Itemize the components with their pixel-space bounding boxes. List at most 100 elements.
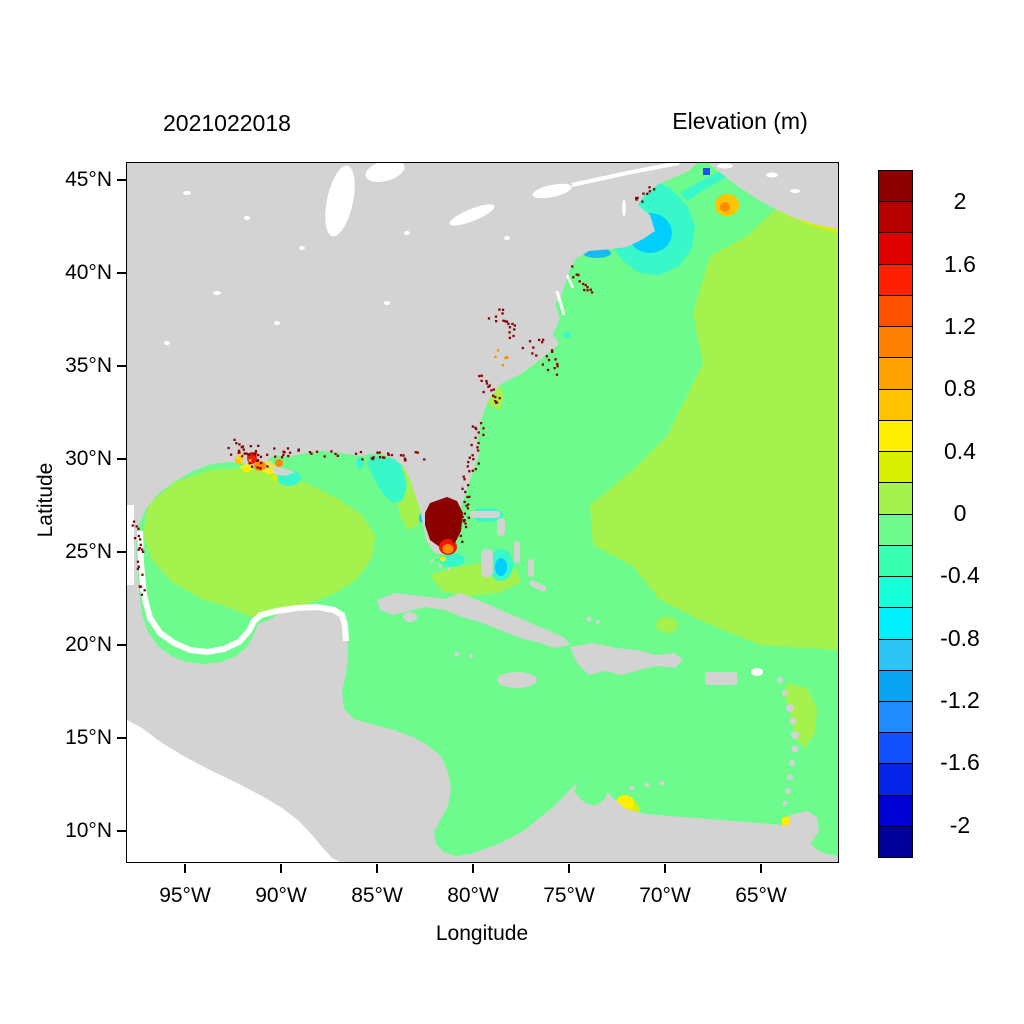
flood-speckle — [297, 448, 300, 451]
flood-speckle — [239, 466, 242, 469]
hotspot-louisiana-yellowgreen — [272, 475, 278, 481]
flood-speckle — [141, 573, 144, 576]
flood-speckle — [635, 196, 638, 200]
colorbar-segment — [879, 326, 912, 358]
y-tick-label: 30°N — [65, 447, 112, 470]
st-lawrence-river — [571, 163, 680, 187]
flood-speckle — [372, 456, 375, 459]
flood-speckle — [137, 565, 140, 568]
flood-speckle — [641, 200, 644, 203]
colorbar-segment — [879, 171, 912, 202]
flood-speckle — [259, 461, 263, 465]
flood-speckle — [477, 462, 480, 465]
flood-speckle — [477, 431, 480, 434]
colorbar-segment — [879, 482, 912, 514]
x-tick-mark — [184, 864, 186, 873]
colorbar-tick-label: 1.2 — [944, 312, 976, 339]
flood-speckle — [136, 560, 140, 563]
flood-speckle — [471, 425, 474, 428]
flood-speckle — [494, 355, 497, 359]
y-tick-mark — [117, 458, 126, 460]
y-tick-mark — [117, 551, 126, 553]
flood-speckle — [247, 453, 250, 456]
flood-speckle — [266, 465, 269, 468]
flood-speckle — [461, 515, 464, 519]
ocean-patch-strait-blue-dot — [703, 168, 710, 175]
ocean-patch-mississippi-sound — [367, 458, 405, 470]
hotspot-south-florida-yellow-dot — [440, 556, 446, 562]
land-curacao — [644, 782, 650, 788]
flood-speckle — [636, 196, 639, 200]
flood-speckle — [554, 358, 557, 361]
hotspot-south-florida-orange-core — [442, 544, 454, 554]
flood-speckle — [546, 368, 550, 372]
flood-speckle — [459, 534, 462, 537]
y-tick-mark — [117, 737, 126, 739]
y-tick-label: 20°N — [65, 633, 112, 656]
flood-speckle — [582, 282, 585, 286]
flood-speckle — [501, 308, 505, 311]
flood-speckle — [498, 397, 501, 400]
flood-speckle — [254, 450, 258, 453]
hotspot-louisiana-yellow-1 — [242, 464, 252, 472]
flood-speckle — [474, 436, 477, 439]
flood-speckle — [452, 540, 455, 543]
flood-speckle — [136, 567, 140, 571]
flood-speckle — [480, 374, 483, 377]
land-florida-keys-3 — [447, 567, 451, 571]
flood-speckle — [414, 451, 417, 454]
colorbar-segment — [879, 388, 912, 420]
flood-speckle — [376, 451, 379, 454]
y-tick-mark — [117, 644, 126, 646]
colorbar-segment — [879, 263, 912, 295]
y-tick-label: 40°N — [65, 261, 112, 284]
y-tick-label: 45°N — [65, 168, 112, 191]
ocean-patch-fundy-arm-turquoise — [680, 168, 732, 201]
flood-speckle — [571, 265, 574, 268]
land-antilles-8 — [787, 774, 793, 780]
flood-speckle — [383, 456, 386, 459]
flood-speckle — [315, 450, 319, 453]
plot-timestamp: 2021022018 — [163, 110, 291, 136]
flood-speckle — [642, 192, 645, 195]
delaware-bay — [565, 274, 575, 289]
flood-speckle — [535, 354, 538, 357]
land-bonaire — [659, 780, 665, 786]
colorbar-tick-label: -1.2 — [940, 687, 980, 714]
land-isla-juventud — [403, 612, 417, 622]
flood-speckle — [463, 512, 466, 515]
x-tick-label: 70°W — [639, 884, 691, 907]
land-antilles-10 — [782, 800, 788, 806]
flood-speckle — [505, 320, 509, 323]
flood-speckle — [242, 448, 245, 451]
flood-speckle — [464, 490, 467, 494]
lake-speck-10 — [622, 200, 626, 216]
map-plot — [127, 163, 838, 862]
flood-speckle — [468, 495, 471, 498]
flood-speckle — [572, 276, 575, 279]
flood-speckle — [387, 453, 390, 457]
flood-speckle — [498, 308, 501, 311]
colorbar-segment — [879, 544, 912, 577]
colorbar-segment — [879, 357, 912, 389]
flood-speckle — [249, 445, 252, 448]
flood-speckle — [553, 367, 556, 370]
flood-speckle — [237, 451, 240, 454]
ns-white-sliver-1 — [766, 172, 778, 178]
flood-speckle — [241, 445, 245, 448]
land-turks — [586, 616, 592, 622]
flood-speckle — [135, 525, 138, 528]
flood-speckle — [511, 322, 514, 326]
flood-speckle — [253, 453, 257, 456]
flood-speckle — [274, 455, 277, 458]
flood-speckle — [476, 446, 479, 449]
land-antilles-4 — [789, 717, 797, 725]
flood-speckle — [131, 524, 134, 527]
flood-speckle — [467, 460, 470, 464]
flood-speckle — [471, 469, 474, 472]
colorbar-segment — [879, 419, 912, 452]
land-cuba — [377, 593, 570, 648]
flood-speckle — [653, 188, 656, 191]
flood-speckle — [577, 273, 580, 277]
lake-speck-9 — [384, 301, 390, 305]
